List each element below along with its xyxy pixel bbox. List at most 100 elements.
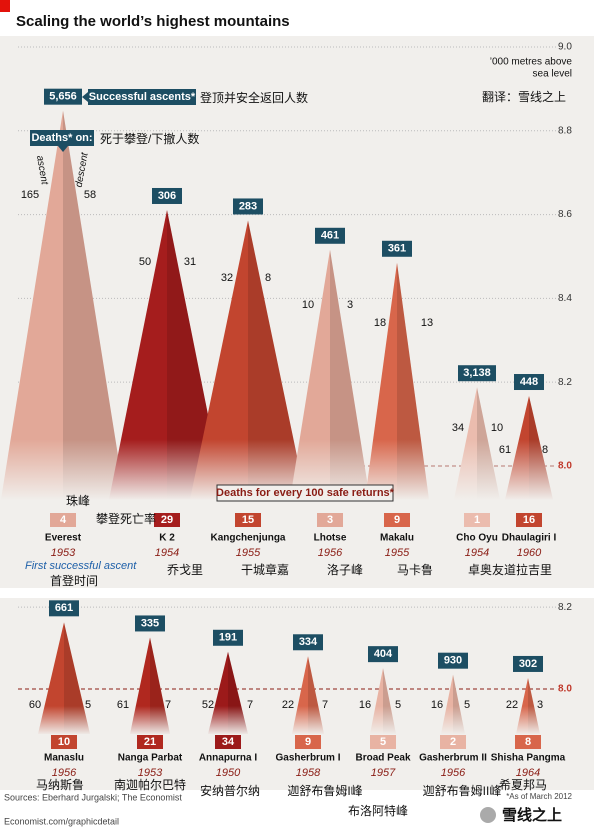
deaths-ascent: 61 — [117, 699, 129, 711]
ascents-box — [438, 652, 468, 669]
ascents-box — [135, 615, 165, 632]
death-rate: 1 — [474, 514, 480, 526]
first-ascent-year: 1954 — [465, 547, 489, 559]
rate-box — [515, 735, 541, 749]
deaths-descent: 13 — [421, 317, 433, 329]
death-rate: 9 — [394, 514, 400, 526]
ascents: 448 — [520, 376, 538, 388]
watermark: 雪线之上 — [502, 806, 562, 824]
death-rate: 8 — [525, 736, 531, 748]
rate-box — [51, 735, 77, 749]
pointer — [58, 146, 68, 152]
deaths-descent: 8 — [265, 272, 271, 284]
mountain-name: Lhotse — [314, 533, 347, 544]
mountain-name-cn: 希夏邦马 — [499, 777, 547, 792]
rate-box — [440, 735, 466, 749]
mountain-name: Makalu — [380, 533, 414, 544]
mountain-name-cn: 马纳斯鲁 — [36, 778, 84, 792]
rate-box — [384, 513, 410, 527]
ascents: 5,656 — [49, 91, 77, 103]
rate-box — [370, 735, 396, 749]
rate-box — [50, 513, 76, 527]
first-ascent-year: 1956 — [52, 767, 77, 779]
death-rate: 5 — [380, 736, 386, 748]
mountain-shade — [167, 209, 225, 500]
deaths-key-cn: 死于攀登/下撤人数 — [100, 131, 199, 146]
deaths-ascent: 22 — [506, 699, 518, 711]
mountain-name: Everest — [45, 533, 82, 544]
rate-box — [464, 513, 490, 527]
rate-key: Deaths for every 100 safe returns* — [216, 487, 395, 499]
deaths-ascent: 16 — [359, 699, 371, 711]
ascents-box — [513, 655, 543, 672]
mountain-name-cn: 卓奥友 — [468, 563, 504, 577]
deaths-ascent: 32 — [221, 272, 233, 284]
y-tick-label: 8.0 — [558, 684, 572, 695]
first-ascent-year: 1953 — [138, 767, 163, 779]
ascents-key-cn: 登顶并安全返回人数 — [200, 90, 308, 105]
deaths-ascent: 34 — [452, 422, 464, 434]
mountain-name: Gasherbrum I — [275, 753, 340, 764]
rate-box — [154, 513, 180, 527]
mountain-name-cn: 乔戈里 — [167, 563, 203, 577]
ascents: 335 — [141, 617, 159, 629]
ascents: 361 — [388, 243, 406, 255]
ascents: 191 — [219, 632, 237, 644]
ascents-box — [382, 240, 412, 257]
first-ascent-key: First successful ascent — [25, 560, 137, 572]
deaths-descent: 10 — [491, 422, 503, 434]
rate-box — [235, 513, 261, 527]
mountain-name: K 2 — [159, 533, 175, 544]
mountain-name: Manaslu — [44, 753, 84, 764]
first-ascent-year: 1955 — [236, 547, 261, 559]
subtitle: ’000 metres above — [490, 57, 573, 68]
deaths-key-box — [30, 130, 94, 146]
subtitle: sea level — [533, 69, 572, 80]
ascents-box — [233, 198, 263, 215]
first-ascent-cn: 首登时间 — [50, 573, 98, 588]
ascents-box — [368, 646, 398, 663]
deaths-descent: 3 — [537, 699, 543, 711]
first-ascent-year: 1954 — [155, 547, 179, 559]
first-ascent-year: 1956 — [441, 767, 466, 779]
y-tick-label: 8.6 — [558, 209, 572, 220]
deaths-ascent: 52 — [202, 699, 214, 711]
death-rate: 9 — [305, 736, 311, 748]
deaths-key: Deaths* on: — [31, 132, 92, 144]
death-rate: 21 — [144, 736, 156, 748]
mountain-name: Kangchenjunga — [210, 533, 285, 544]
first-ascent-year: 1964 — [516, 767, 540, 779]
y-tick-label: 8.2 — [558, 377, 572, 388]
deaths-descent: 7 — [247, 699, 253, 711]
mountain-name-cn: 南迦帕尔巴特 — [114, 777, 186, 792]
pointer — [82, 92, 88, 102]
rate-box — [137, 735, 163, 749]
mountain — [290, 249, 370, 500]
ascents: 3,138 — [463, 367, 491, 379]
mountain-name-cn: 迦舒布鲁姆II峰 — [423, 784, 502, 798]
translator: 翻译：雪线之上 — [482, 90, 566, 104]
deaths-descent: 5 — [395, 699, 401, 711]
death-rate: 2 — [450, 736, 456, 748]
mountain-name: Cho Oyu — [456, 533, 498, 544]
sources: Sources: Eberhard Jurgalski; The Economi… — [4, 792, 182, 802]
mountain-name-cn: 布洛阿特峰 — [348, 803, 408, 818]
rate-key-box — [216, 484, 394, 502]
fade — [0, 706, 556, 735]
deaths-ascent: 10 — [302, 299, 314, 311]
deaths-descent: 31 — [184, 256, 196, 268]
ascents-box — [293, 634, 323, 651]
ascents-box — [44, 88, 82, 105]
ascents-box — [514, 374, 544, 391]
ascents-key: Successful ascents* — [89, 91, 196, 103]
ascents-box — [315, 227, 345, 244]
deaths-descent: 58 — [84, 189, 96, 201]
deaths-descent: 3 — [347, 299, 353, 311]
mountain — [1, 110, 125, 500]
ascents-key-box — [88, 89, 196, 105]
ascents: 306 — [158, 190, 176, 202]
rate-box — [516, 513, 542, 527]
bottom-panel — [0, 598, 594, 790]
ascents: 661 — [55, 602, 73, 614]
ascents: 461 — [321, 230, 339, 242]
